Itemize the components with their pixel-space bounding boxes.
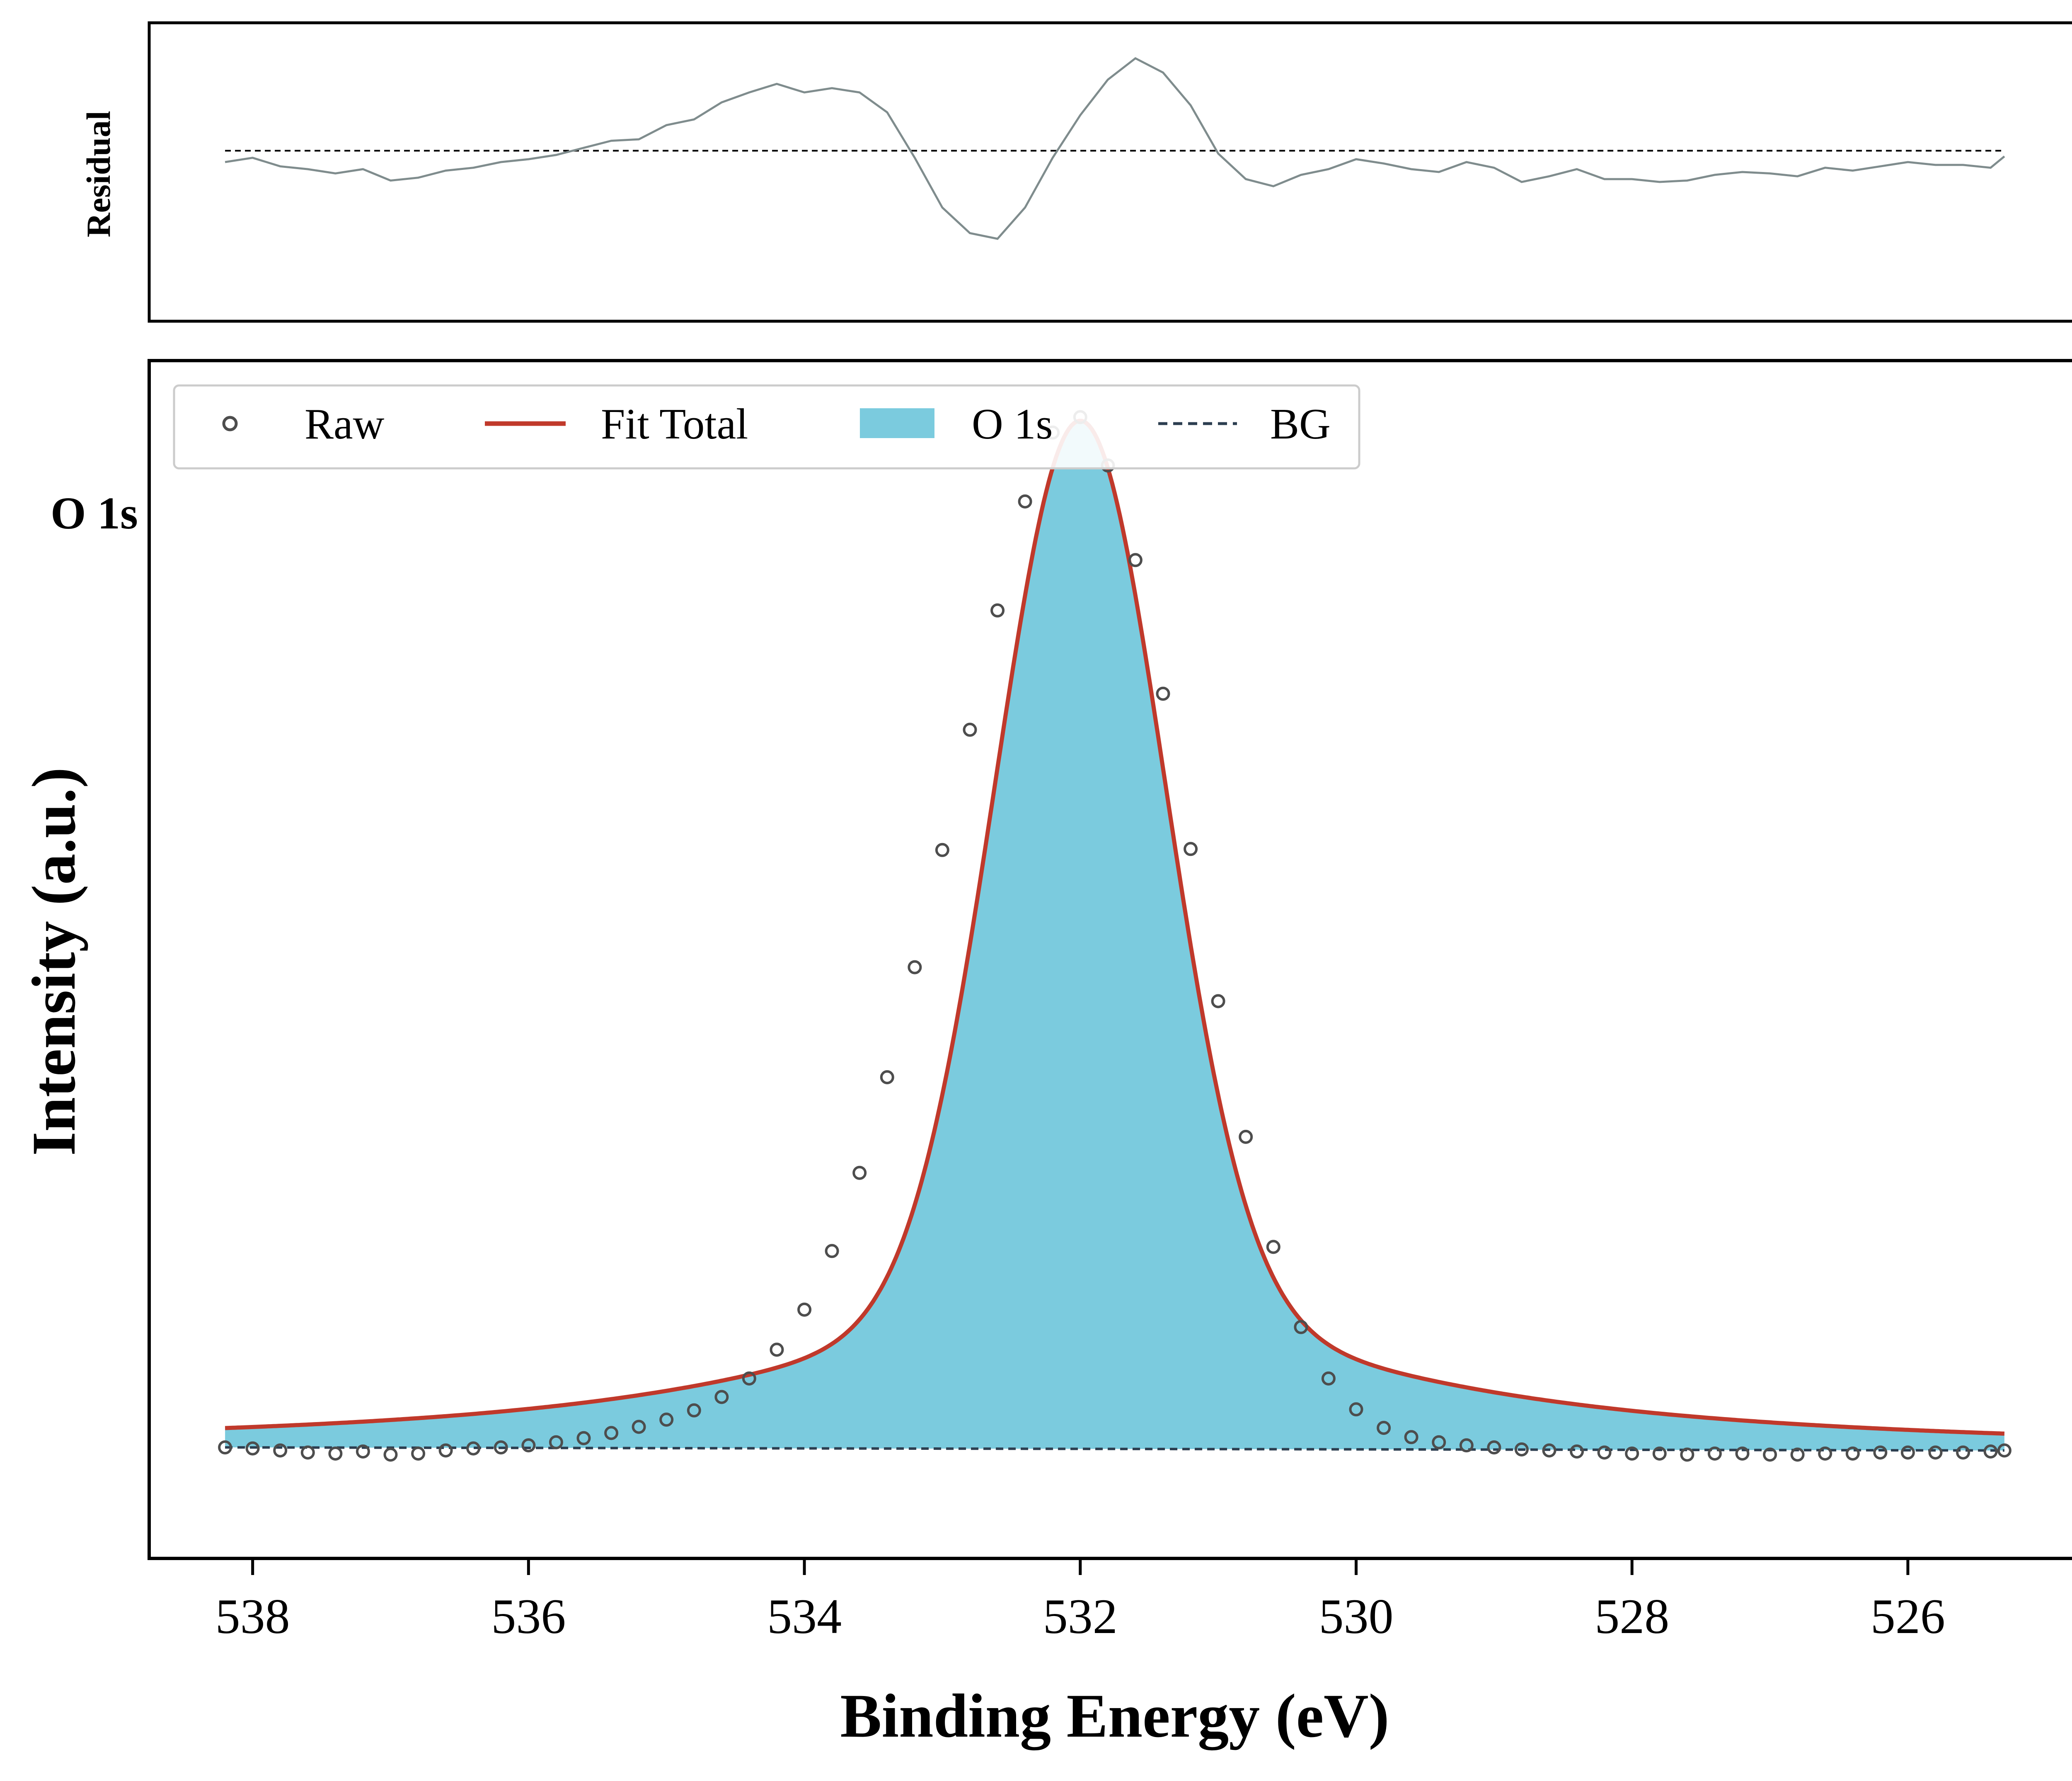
main-panel: 538 536 534 532 530 528 526 Binding Energy (eV…	[19, 359, 2072, 1750]
raw-point	[218, 1440, 232, 1455]
raw-point	[1873, 1445, 1888, 1460]
raw-point	[1128, 553, 1143, 567]
raw-point	[1432, 1435, 1446, 1449]
raw-point	[1239, 1129, 1253, 1144]
raw-point	[549, 1435, 563, 1449]
raw-point	[1900, 1445, 1915, 1460]
raw-point	[1294, 1320, 1308, 1334]
legend-bg-label: BG	[1270, 400, 1331, 448]
raw-point	[466, 1441, 481, 1456]
raw-point	[990, 603, 1005, 618]
raw-point	[1735, 1447, 1750, 1461]
raw-point	[300, 1445, 315, 1460]
background-line	[225, 1446, 2004, 1452]
x-tick-label: 534	[767, 1589, 842, 1644]
raw-point	[1845, 1447, 1860, 1461]
raw-point	[1997, 1443, 2011, 1458]
legend-peak-label: O 1s	[972, 400, 1053, 448]
x-axis-label: Binding Energy (eV)	[840, 1682, 1389, 1750]
raw-point	[383, 1447, 398, 1462]
x-tick-label: 532	[1043, 1589, 1118, 1644]
raw-point	[438, 1443, 453, 1458]
x-tick-label: 530	[1319, 1589, 1394, 1644]
raw-point	[908, 960, 922, 974]
raw-point	[521, 1438, 536, 1453]
x-tick-label: 536	[491, 1589, 566, 1644]
x-tick-label: 538	[215, 1589, 290, 1644]
x-tick-label: 526	[1871, 1589, 1945, 1644]
raw-point	[797, 1302, 812, 1317]
raw-point	[1570, 1444, 1584, 1459]
o1s-peak-area	[225, 421, 2004, 1451]
raw-point	[604, 1426, 619, 1440]
legend-fit-label: Fit Total	[601, 400, 748, 448]
raw-point	[1652, 1447, 1667, 1461]
raw-point	[328, 1447, 343, 1461]
raw-point	[1680, 1447, 1694, 1462]
raw-point	[1487, 1440, 1501, 1455]
raw-point	[1983, 1444, 1998, 1459]
raw-point	[1625, 1447, 1639, 1461]
raw-point	[1956, 1445, 1970, 1460]
raw-point	[1349, 1402, 1363, 1417]
raw-point	[411, 1447, 426, 1461]
raw-point	[1266, 1240, 1280, 1254]
raw-point	[273, 1443, 288, 1458]
raw-point	[1404, 1430, 1418, 1444]
x-axis-ticks: 538 536 534 532 530 528 526	[215, 1558, 1945, 1644]
raw-point	[659, 1413, 674, 1427]
raw-point	[1459, 1438, 1474, 1453]
raw-point	[1184, 842, 1198, 856]
raw-data-points	[218, 410, 2011, 1462]
raw-point	[1707, 1447, 1722, 1461]
raw-point	[825, 1244, 839, 1258]
legend-frame	[173, 384, 1360, 470]
raw-point	[356, 1444, 370, 1459]
raw-point	[852, 1166, 867, 1180]
raw-point	[687, 1403, 701, 1418]
raw-point	[245, 1441, 260, 1456]
raw-point	[1156, 686, 1170, 701]
raw-point	[1321, 1371, 1336, 1386]
raw-point	[1790, 1447, 1805, 1462]
fit-total-line	[225, 419, 2005, 1436]
raw-point	[1763, 1447, 1777, 1462]
main-plot-frame	[148, 359, 2072, 1560]
residual-series-line	[225, 57, 2005, 240]
legend-raw-label: Raw	[305, 400, 385, 448]
residual-panel: Residual	[80, 21, 2072, 323]
legend: Raw Fit Total O 1s BG	[173, 384, 1360, 470]
raw-point	[770, 1342, 784, 1357]
raw-point	[576, 1431, 591, 1445]
residual-plot-frame	[148, 21, 2072, 323]
legend-raw-marker	[222, 416, 238, 431]
residual-ylabel: Residual	[80, 111, 117, 237]
raw-point	[963, 722, 977, 737]
raw-point	[714, 1390, 729, 1404]
raw-point	[1542, 1443, 1556, 1458]
raw-point	[1514, 1442, 1529, 1456]
y-axis-label: Intensity (a.u.)	[19, 767, 88, 1156]
x-tick-label: 528	[1595, 1589, 1669, 1644]
raw-point	[742, 1371, 756, 1386]
raw-point	[1928, 1445, 1943, 1460]
raw-point	[1818, 1447, 1832, 1461]
raw-point	[1377, 1421, 1391, 1435]
raw-point	[1597, 1445, 1612, 1460]
raw-point	[632, 1420, 646, 1434]
peak-annotation: O 1s	[51, 488, 138, 538]
raw-point	[494, 1440, 508, 1455]
raw-point	[1211, 994, 1225, 1008]
legend-peak-marker	[860, 408, 934, 438]
raw-point	[935, 843, 949, 857]
raw-point	[1018, 494, 1032, 509]
raw-point	[880, 1070, 894, 1084]
